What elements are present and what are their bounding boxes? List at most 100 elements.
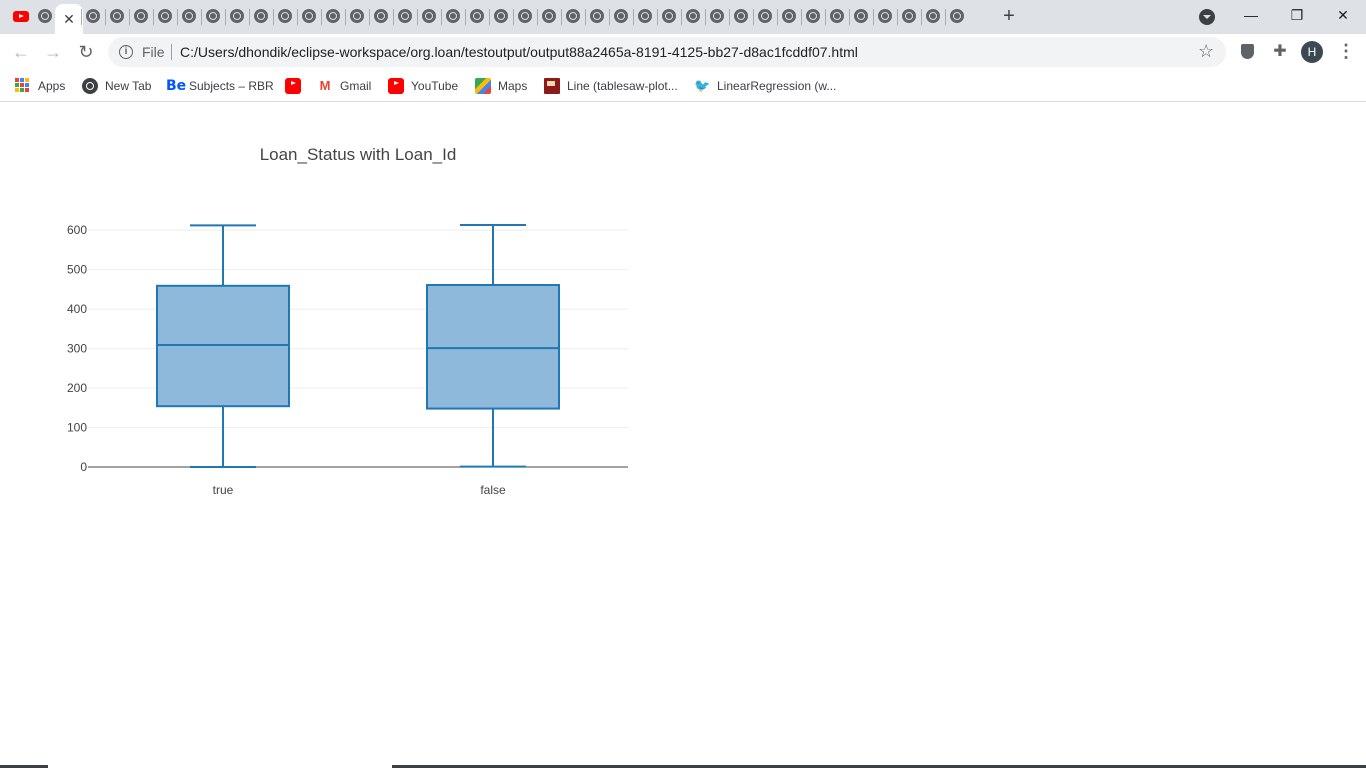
browser-tab[interactable] — [370, 4, 392, 28]
tab-separator — [177, 9, 178, 25]
tab-separator — [945, 9, 946, 25]
browser-tab[interactable] — [802, 4, 824, 28]
browser-tab[interactable] — [778, 4, 800, 28]
globe-icon — [590, 9, 604, 23]
page-content: Loan_Status with Loan_Id 0 100 200 300 400 50… — [0, 103, 1366, 764]
y-tick-label: 500 — [67, 263, 87, 277]
browser-tab[interactable] — [826, 4, 848, 28]
browser-tab[interactable] — [322, 4, 344, 28]
active-tab[interactable]: ✕ — [55, 4, 83, 34]
browser-tab[interactable] — [298, 4, 320, 28]
browser-tab[interactable] — [754, 4, 776, 28]
bookmark-subjects-rbr[interactable]: Be Subjects – RBR — [166, 76, 274, 96]
globe-icon — [326, 9, 340, 23]
browser-toolbar: ← → ↻ i File C:/Users/dhondik/eclipse-wo… — [0, 34, 1366, 70]
tab-separator — [825, 9, 826, 25]
tab-separator — [417, 9, 418, 25]
tab-close-icon[interactable]: ✕ — [63, 11, 75, 27]
globe-icon — [254, 9, 268, 23]
tab-separator — [393, 9, 394, 25]
globe-icon — [134, 9, 148, 23]
browser-tab[interactable] — [586, 4, 608, 28]
browser-tab[interactable] — [946, 4, 968, 28]
bookmark-line-tablesaw[interactable]: Line (tablesaw-plot... — [544, 76, 678, 96]
info-icon[interactable]: i — [119, 45, 133, 59]
back-arrow-icon[interactable]: ← — [12, 42, 30, 62]
bookmark-youtube[interactable]: YouTube — [388, 76, 458, 96]
tab-separator — [273, 9, 274, 25]
url-text[interactable]: C:/Users/dhondik/eclipse-workspace/org.l… — [180, 44, 858, 60]
browser-tab[interactable] — [394, 4, 416, 28]
browser-tab[interactable] — [850, 4, 872, 28]
browser-tab[interactable] — [346, 4, 368, 28]
extensions-puzzle-icon[interactable]: ✚ — [1273, 43, 1287, 60]
bookmark-apps[interactable]: Apps — [15, 76, 65, 96]
browser-tab[interactable] — [562, 4, 584, 28]
browser-tab[interactable] — [682, 4, 704, 28]
close-window-button[interactable]: ✕ — [1337, 7, 1349, 23]
bookmark-new-tab[interactable]: New Tab — [82, 76, 151, 96]
browser-tab[interactable] — [610, 4, 632, 28]
box-iqr — [426, 284, 560, 410]
tab-separator — [537, 9, 538, 25]
bookmark-maps[interactable]: Maps — [475, 76, 527, 96]
address-bar[interactable]: i File C:/Users/dhondik/eclipse-workspac… — [108, 37, 1226, 67]
box-plot-chart: 0 100 200 300 400 500 600 true false — [67, 223, 628, 497]
browser-tab[interactable] — [106, 4, 128, 28]
globe-icon — [614, 9, 628, 23]
y-tick-label: 100 — [67, 421, 87, 435]
minimize-button[interactable]: — — [1244, 7, 1258, 23]
browser-tab[interactable] — [490, 4, 512, 28]
globe-icon — [830, 9, 844, 23]
browser-tab[interactable] — [922, 4, 944, 28]
bookmark-label: Apps — [38, 79, 66, 93]
browser-tab[interactable] — [706, 4, 728, 28]
shield-extension-icon[interactable] — [1238, 42, 1258, 62]
bookmark-label: LinearRegression (w... — [717, 79, 837, 93]
browser-tab[interactable] — [250, 4, 272, 28]
bookmark-star-icon[interactable]: ☆ — [1198, 41, 1215, 61]
browser-tab[interactable] — [34, 4, 56, 28]
bookmark-label: Gmail — [340, 79, 372, 93]
tab-separator — [441, 9, 442, 25]
browser-tab[interactable] — [874, 4, 896, 28]
browser-tab[interactable] — [130, 4, 152, 28]
browser-tab[interactable] — [202, 4, 224, 28]
bookmark-linear-regression[interactable]: 🐦 LinearRegression (w... — [694, 76, 836, 96]
globe-icon — [158, 9, 172, 23]
new-tab-button[interactable]: + — [1003, 5, 1015, 27]
globe-icon — [638, 9, 652, 23]
tab-separator — [897, 9, 898, 25]
browser-tab[interactable] — [418, 4, 440, 28]
browser-tab[interactable] — [466, 4, 488, 28]
forward-arrow-icon[interactable]: → — [44, 42, 62, 62]
browser-tab[interactable] — [898, 4, 920, 28]
tab-separator — [225, 9, 226, 25]
restore-button[interactable]: ❐ — [1290, 7, 1304, 23]
browser-tab[interactable] — [178, 4, 200, 28]
bookmark-youtube-icon-only[interactable] — [285, 76, 308, 96]
browser-tab[interactable] — [514, 4, 536, 28]
browser-tab[interactable] — [442, 4, 464, 28]
globe-icon — [950, 9, 964, 23]
reload-icon[interactable]: ↻ — [78, 42, 94, 62]
browser-tab[interactable] — [274, 4, 296, 28]
tab-separator — [801, 9, 802, 25]
globe-icon — [350, 9, 364, 23]
browser-tab[interactable] — [154, 4, 176, 28]
browser-tab[interactable] — [226, 4, 248, 28]
profile-avatar[interactable]: H — [1301, 41, 1323, 63]
globe-icon — [374, 9, 388, 23]
browser-tab[interactable] — [730, 4, 752, 28]
tab-search-icon[interactable] — [1199, 9, 1215, 25]
browser-tab[interactable] — [82, 4, 104, 28]
browser-tab[interactable] — [658, 4, 680, 28]
browser-tab[interactable] — [538, 4, 560, 28]
browser-tab[interactable] — [10, 4, 32, 28]
bird-icon: 🐦 — [694, 78, 711, 93]
browser-tab[interactable] — [634, 4, 656, 28]
menu-kebab-icon[interactable]: ⋮ — [1337, 41, 1355, 61]
tab-separator — [297, 9, 298, 25]
bookmark-gmail[interactable]: M Gmail — [317, 76, 372, 96]
globe-icon — [926, 9, 940, 23]
